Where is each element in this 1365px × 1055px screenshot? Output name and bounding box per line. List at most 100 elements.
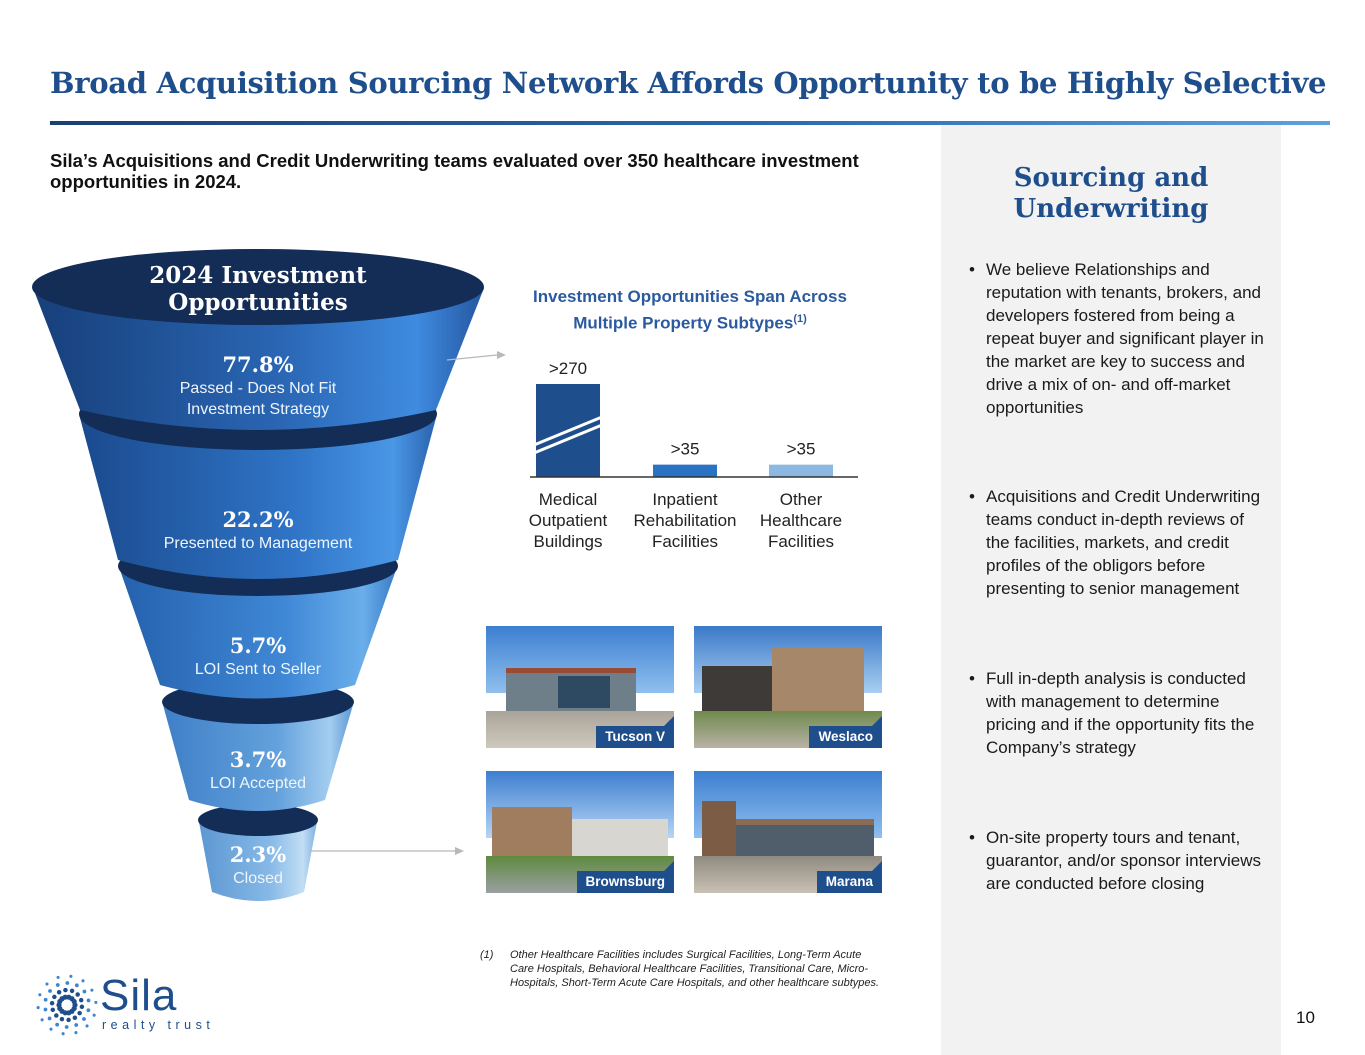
sidebar-bullet: • Full in-depth analysis is conducted wi…: [969, 667, 1269, 759]
property-photo-marana: Marana: [694, 771, 882, 893]
funnel-stage-1-label: 77.8% Passed - Does Not Fit Investment S…: [148, 352, 368, 420]
logo-dot: [90, 988, 94, 992]
bar-1: [653, 464, 717, 477]
funnel-stage-4: [163, 705, 353, 811]
logo-dot: [75, 992, 80, 997]
logo-dot: [94, 1000, 98, 1004]
axis-break-line: [533, 415, 603, 447]
subtype-bar-chart: >270 Medical Outpatient Buildings >35 Inpatie…: [529, 359, 858, 551]
axis-break-line: [533, 423, 603, 455]
logo-dot: [79, 1004, 85, 1010]
sidebar-bullet: • Acquisitions and Credit Underwriting t…: [969, 485, 1269, 600]
stage-percent: 2.3%: [229, 842, 287, 867]
logo-dot: [86, 1008, 91, 1013]
page-title: Broad Acquisition Sourcing Network Affor…: [50, 66, 1327, 100]
photo-label: Tucson V: [596, 726, 674, 748]
stage-percent: 77.8%: [222, 352, 294, 377]
logo-dot: [49, 1000, 55, 1006]
stage-percent: 5.7%: [229, 633, 287, 658]
logo-dot: [40, 1018, 44, 1022]
footnote-text: Other Healthcare Facilities includes Sur…: [510, 949, 880, 989]
bullet-text: On-site property tours and tenant, guara…: [986, 828, 1261, 893]
logo-dot: [69, 974, 73, 978]
logo-dot: [63, 987, 68, 993]
page-number: 10: [1296, 1008, 1315, 1027]
logo-dot: [62, 994, 68, 1000]
x-tick-label: Rehabilitation: [633, 511, 736, 530]
stage-percent: 22.2%: [222, 507, 294, 532]
logo-dot: [56, 989, 62, 995]
photo-label: Marana: [816, 871, 882, 893]
investment-funnel: [32, 249, 506, 901]
logo-dot: [61, 1032, 65, 1036]
logo-dot: [45, 982, 49, 986]
logo-dot: [78, 997, 84, 1003]
logo-dot: [74, 1023, 79, 1027]
x-tick-label: Medical: [539, 490, 598, 509]
logo-dot: [50, 1007, 56, 1013]
x-tick-label: Facilities: [652, 532, 718, 551]
funnel-stage-4-label: 3.7% LOI Accepted: [178, 747, 338, 794]
logo-dot: [66, 1017, 71, 1023]
logo-dot: [52, 994, 57, 1000]
bar-data-label: >35: [671, 440, 700, 459]
photo-building-wing: [772, 648, 864, 716]
property-photo-brownsburg: Brownsburg: [486, 771, 674, 893]
photo-tag-notch: [872, 861, 882, 871]
funnel-stage-1: [33, 288, 484, 430]
logo-dot: [56, 975, 60, 979]
stage-label: LOI Accepted: [209, 775, 307, 792]
bullet-icon: •: [969, 260, 975, 279]
funnel-stage-2-label: 22.2% Presented to Management: [138, 507, 378, 554]
title-divider: [50, 121, 1330, 125]
photo-tag-notch: [872, 716, 882, 726]
funnel-stage-3-label: 5.7% LOI Sent to Seller: [158, 633, 358, 680]
bullet-icon: •: [969, 669, 975, 688]
photo-label: Weslaco: [809, 726, 882, 748]
stage-percent: 3.7%: [229, 747, 287, 772]
sidebar-panel: Sourcing and Underwriting • We believe R…: [941, 125, 1281, 1055]
logo-dot: [48, 989, 52, 993]
bar-data-label: >35: [787, 440, 816, 459]
chart-title-text: Investment Opportunities Span Across Mul…: [533, 287, 847, 333]
x-tick-label: Healthcare: [760, 511, 842, 530]
logo-wordmark: Sila: [100, 971, 178, 1020]
x-tick-label: Facilities: [768, 532, 834, 551]
x-tick-label: Inpatient: [652, 490, 717, 509]
logo-dot: [66, 1010, 72, 1016]
photo-tag-notch: [664, 716, 674, 726]
photo-building-wing: [572, 819, 668, 863]
logo-dot: [77, 1010, 82, 1016]
logo-dot: [86, 998, 91, 1003]
stage-label: Closed: [233, 870, 283, 887]
sila-logo: Sila realty trust: [36, 971, 216, 1036]
logo-dot: [59, 1016, 65, 1022]
x-tick-label: Outpatient: [529, 511, 608, 530]
property-photo-tucson: Tucson V: [486, 626, 674, 748]
connector-line-1: [446, 354, 498, 361]
bullet-text: Full in-depth analysis is conducted with…: [986, 669, 1255, 757]
logo-dot: [55, 983, 60, 987]
photo-tag-notch: [664, 861, 674, 871]
photo-label: Brownsburg: [576, 871, 674, 893]
logo-dot: [82, 989, 87, 994]
logo-dot: [65, 981, 70, 985]
bullet-text: Acquisitions and Credit Underwriting tea…: [986, 487, 1261, 598]
sidebar-title: Sourcing and Underwriting: [1013, 163, 1209, 224]
logo-dot: [72, 1015, 78, 1021]
footnote: (1) Other Healthcare Facilities includes…: [480, 948, 880, 990]
bullet-icon: •: [969, 487, 975, 506]
x-tick-label: Other: [780, 490, 823, 509]
bar-2: [769, 464, 833, 477]
photo-building-glass: [558, 676, 610, 708]
bullet-icon: •: [969, 828, 975, 847]
page-subtitle: Sila’s Acquisitions and Credit Underwrit…: [50, 150, 859, 192]
logo-dot: [74, 983, 79, 988]
chart-title-footnote-mark: (1): [793, 313, 807, 325]
logo-dot: [82, 1017, 86, 1021]
funnel-heading: 2024 Investment Opportunities: [149, 262, 367, 316]
logo-dot: [55, 1022, 60, 1027]
funnel-top: [32, 249, 484, 325]
photo-building-tower: [702, 801, 736, 863]
logo-dot: [43, 997, 48, 1002]
